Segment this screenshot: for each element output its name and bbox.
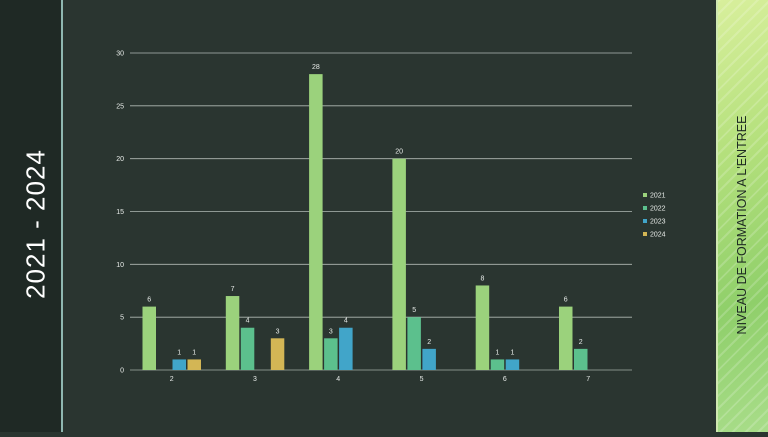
legend-swatch [643, 232, 647, 236]
y-tick-label: 20 [116, 156, 124, 163]
data-label: 6 [147, 297, 151, 304]
y-tick-label: 5 [120, 315, 124, 322]
bar [270, 338, 285, 370]
data-label: 6 [564, 297, 568, 304]
legend-swatch [643, 219, 647, 223]
data-label: 1 [177, 349, 181, 356]
x-tick-label: 7 [586, 376, 590, 383]
y-tick-label: 15 [116, 209, 124, 216]
data-label: 5 [412, 307, 416, 314]
bar [475, 285, 490, 370]
data-label: 20 [395, 149, 403, 156]
bar [574, 348, 588, 370]
bar [559, 306, 573, 370]
x-tick-label: 2 [170, 376, 174, 383]
bar [225, 296, 240, 370]
left-divider-line [61, 0, 63, 432]
y-tick-label: 25 [116, 103, 124, 110]
left-band [0, 0, 62, 432]
x-tick-label: 6 [503, 376, 507, 383]
bar [324, 338, 338, 370]
data-label: 2 [579, 339, 583, 346]
legend-label: 2023 [650, 219, 666, 226]
right-divider-line [716, 0, 718, 432]
data-label: 2 [427, 339, 431, 346]
legend-swatch [643, 206, 647, 210]
data-label: 4 [344, 318, 348, 325]
data-label: 1 [510, 349, 514, 356]
x-tick-label: 3 [253, 376, 257, 383]
bar [490, 359, 505, 370]
data-label: 3 [276, 328, 280, 335]
x-tick-label: 5 [420, 376, 424, 383]
bar [240, 327, 255, 370]
bar [422, 348, 436, 370]
legend-label: 2022 [650, 206, 666, 213]
legend-swatch [643, 193, 647, 197]
bar [392, 158, 406, 370]
y-tick-label: 0 [120, 368, 124, 375]
data-label: 3 [329, 328, 333, 335]
bar [407, 317, 421, 370]
bar [187, 359, 201, 370]
legend-label: 2021 [650, 193, 666, 200]
bar [172, 359, 186, 370]
bar [339, 327, 353, 370]
decorative-side-strip [718, 0, 768, 432]
data-label: 7 [231, 286, 235, 293]
bar [309, 74, 323, 370]
data-label: 1 [192, 349, 196, 356]
data-label: 28 [312, 64, 320, 71]
legend-label: 2024 [650, 232, 666, 239]
bar [505, 359, 520, 370]
data-label: 1 [495, 349, 499, 356]
data-label: 8 [480, 275, 484, 282]
data-label: 4 [246, 318, 250, 325]
x-tick-label: 4 [336, 376, 340, 383]
bar [142, 306, 156, 370]
y-tick-label: 30 [116, 51, 124, 58]
y-tick-label: 10 [116, 262, 124, 269]
